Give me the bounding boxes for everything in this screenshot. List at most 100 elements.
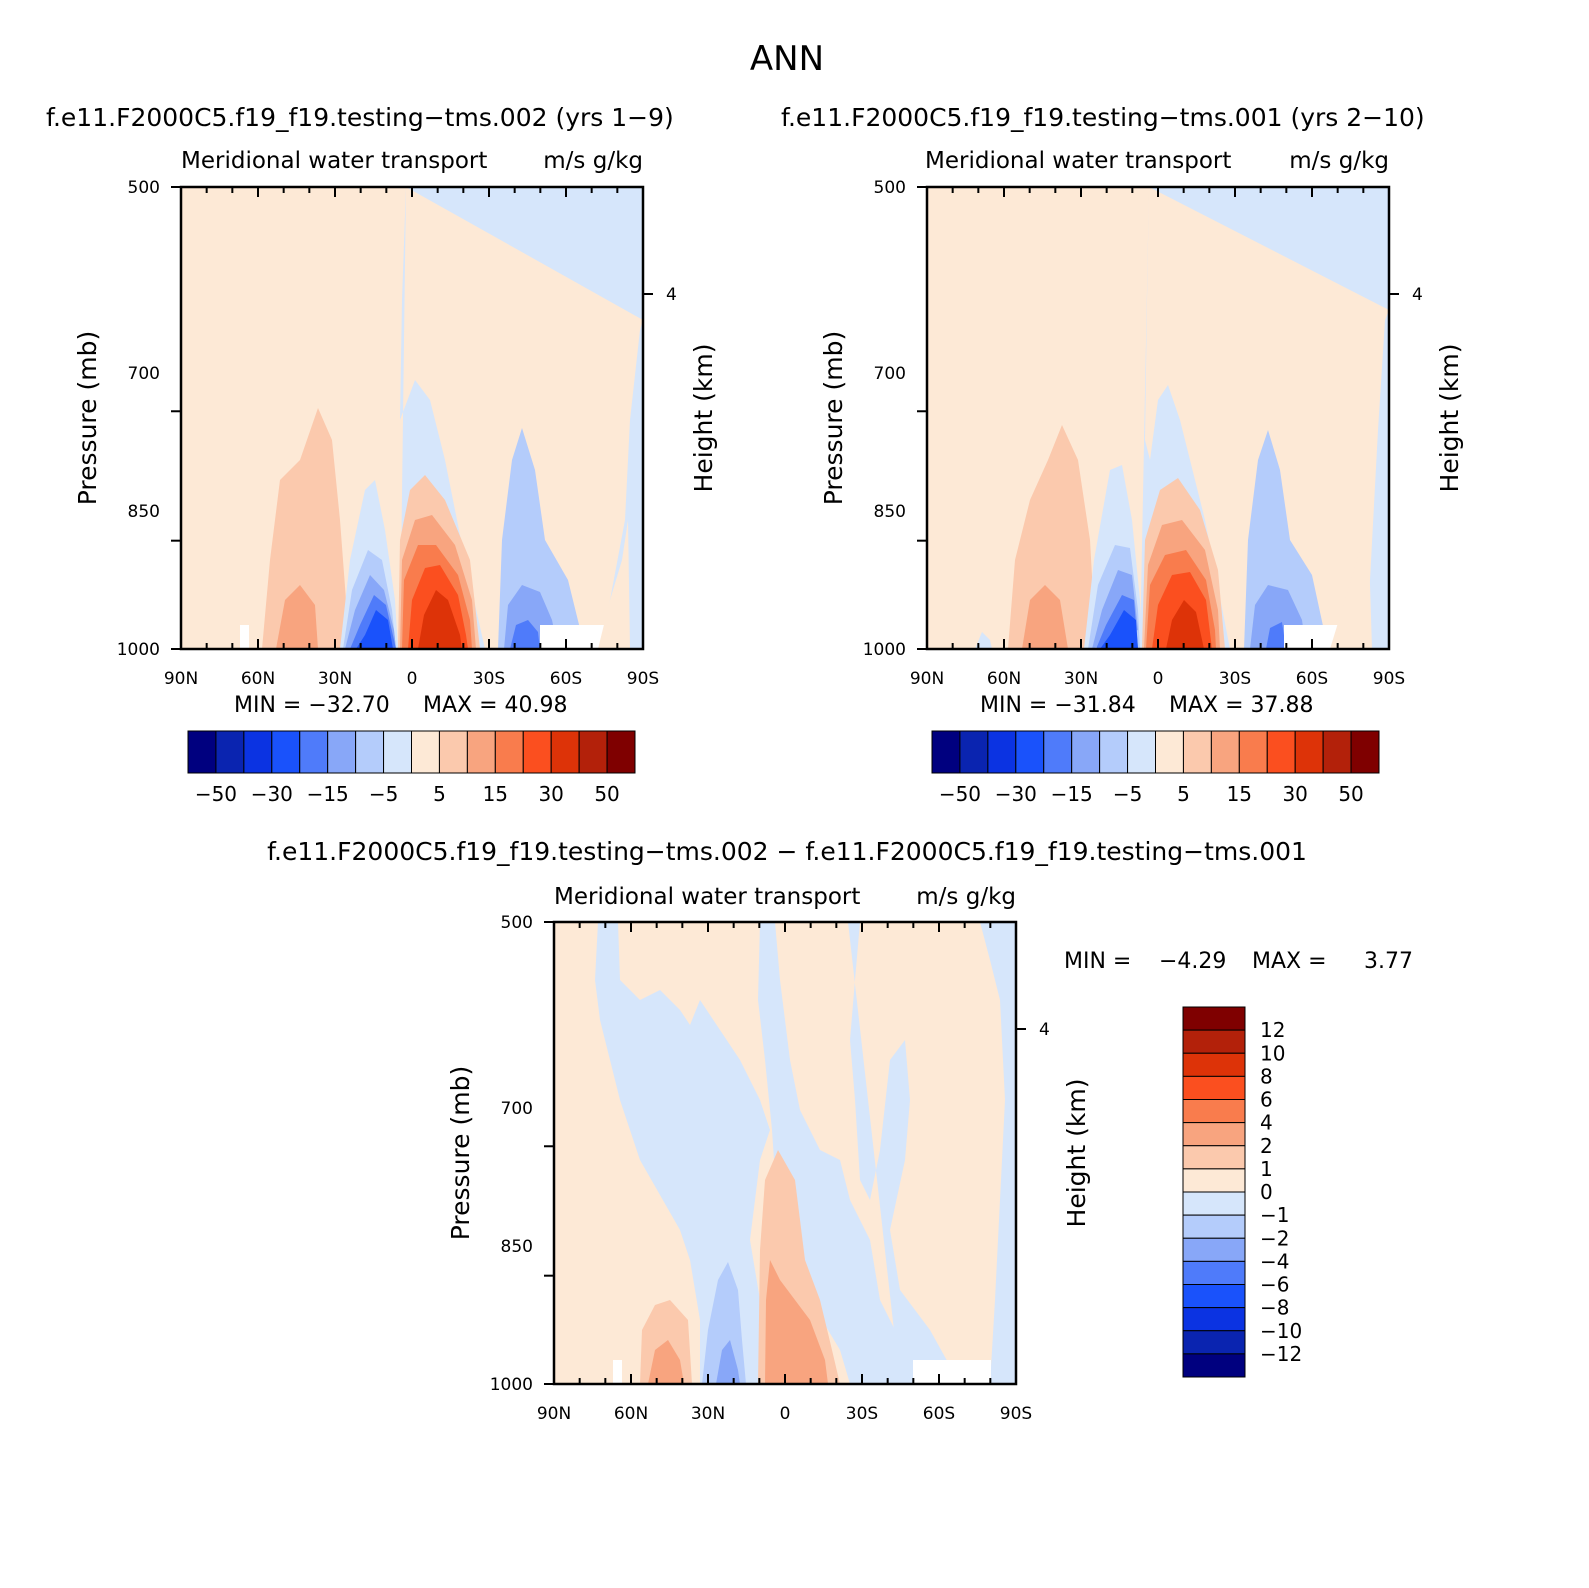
colorbar-label: −6 <box>1260 1273 1289 1297</box>
colorbar-swatch <box>1266 730 1296 774</box>
x-ticks <box>544 921 1026 1385</box>
contour-pos-3 <box>765 1260 828 1384</box>
colorbar-swatch <box>438 730 468 774</box>
colorbar-label: 8 <box>1260 1064 1273 1088</box>
contour-pos-tropics-5 <box>418 590 462 649</box>
x-tick-label: 30S <box>846 1404 878 1424</box>
colorbar-label: 6 <box>1260 1088 1273 1112</box>
x-tick-label: 30S <box>1219 669 1251 689</box>
missing-region <box>913 1360 991 1384</box>
colorbar-swatch <box>1350 730 1380 774</box>
colorbar-swatch <box>1071 730 1101 774</box>
colorbar-swatch <box>550 730 580 774</box>
x-tick-label: 30N <box>1064 669 1098 689</box>
colorbar-swatch <box>1182 1191 1246 1216</box>
panel-top-right: f.e11.F2000C5.f19_f19.testing−tms.001 (y… <box>781 103 1464 806</box>
missing-region <box>240 625 249 649</box>
colorbar-label: 30 <box>538 782 563 806</box>
y2-axis-label: Height (km) <box>1435 344 1464 493</box>
colorbar-swatch <box>578 730 608 774</box>
colorbar-label: −50 <box>195 782 237 806</box>
contour-neg-tropics-2 <box>716 1340 740 1384</box>
colorbar-swatch <box>1322 730 1352 774</box>
panel-difference: f.e11.F2000C5.f19_f19.testing−tms.002 − … <box>267 837 1413 1424</box>
colorbar-swatch <box>1210 730 1240 774</box>
x-tick-label: 90S <box>1373 669 1405 689</box>
colorbar-swatch <box>1099 730 1129 774</box>
colorbar-swatch <box>1182 1330 1246 1355</box>
x-tick-label: 90N <box>910 669 944 689</box>
colorbar-label: −1 <box>1260 1203 1289 1227</box>
x-tick-label: 30S <box>473 669 505 689</box>
colorbar-swatch <box>1182 1029 1246 1054</box>
x-tick-label: 60N <box>614 1404 648 1424</box>
colorbar-label: −30 <box>251 782 293 806</box>
colorbar-label: 12 <box>1260 1018 1285 1042</box>
variable-title: Meridional water transport <box>925 148 1231 174</box>
y-tick-label: 850 <box>501 1237 533 1257</box>
colorbar-swatch <box>1043 730 1073 774</box>
contour-neg-3 <box>848 922 960 1384</box>
contour-pos-4 <box>648 1340 684 1384</box>
contour-pos-polar-sh <box>598 520 630 649</box>
colorbar-swatch <box>1182 1006 1246 1031</box>
x-tick-label: 90S <box>627 669 659 689</box>
colorbar-label: 15 <box>1227 782 1252 806</box>
y2-tick-label: 4 <box>1039 1020 1050 1040</box>
contour-pos-nh-2 <box>1022 585 1068 649</box>
colorbar-swatch <box>1127 730 1156 774</box>
contour-neg-sh-3 <box>510 620 540 649</box>
y-tick-label: 700 <box>501 1099 533 1119</box>
colorbar-swatch <box>1182 1099 1246 1124</box>
max-label: MAX = 37.88 <box>1169 693 1314 718</box>
colorbar-label: −5 <box>1113 782 1142 806</box>
colorbar-label: 5 <box>1177 782 1190 806</box>
y-tick-label: 700 <box>128 364 160 384</box>
contour-field <box>554 922 1016 1384</box>
y2-axis-label: Height (km) <box>689 344 718 493</box>
y-axis-label: Pressure (mb) <box>446 1066 475 1240</box>
colorbar-label: 15 <box>483 782 508 806</box>
colorbar-swatch <box>987 730 1017 774</box>
colorbar-horizontal: −50 −30 −15 −5 5 15 30 50 <box>187 730 636 806</box>
colorbar-label: 4 <box>1260 1111 1273 1135</box>
case-title: f.e11.F2000C5.f19_f19.testing−tms.002 (y… <box>46 103 674 132</box>
colorbar-label: −5 <box>369 782 398 806</box>
colorbar-swatch <box>187 730 217 774</box>
colorbar-label: −8 <box>1260 1296 1289 1320</box>
figure-title: ANN <box>750 39 824 79</box>
colorbar-swatch <box>271 730 301 774</box>
y-tick-label: 850 <box>128 502 160 522</box>
min-value: −4.29 <box>1159 949 1226 974</box>
max-value: 3.77 <box>1364 949 1413 974</box>
x-tick-label: 0 <box>1153 669 1164 689</box>
colorbar-swatch <box>931 730 961 774</box>
colorbar-swatch <box>1182 1122 1246 1147</box>
colorbar-label: 1 <box>1260 1157 1273 1181</box>
colorbar-swatch <box>1182 730 1212 774</box>
colorbar-swatch <box>243 730 273 774</box>
colorbar-swatch <box>1182 1260 1246 1285</box>
colorbar-swatch <box>1182 1075 1246 1100</box>
colorbar-swatch <box>1182 1284 1246 1309</box>
units-title: m/s g/kg <box>543 148 643 174</box>
variable-title: Meridional water transport <box>181 148 487 174</box>
x-tick-label: 30N <box>691 1404 725 1424</box>
y-tick-label: 500 <box>874 178 906 198</box>
colorbar-label: −4 <box>1260 1249 1289 1273</box>
colorbar-label: −50 <box>939 782 981 806</box>
min-label: MIN = <box>1064 949 1131 974</box>
x-tick-label: 60S <box>1296 669 1328 689</box>
x-ticks <box>171 186 653 650</box>
max-label: MAX = <box>1252 949 1327 974</box>
colorbar-label: 5 <box>433 782 446 806</box>
contour-pos-tropics-5 <box>1166 600 1204 649</box>
colorbar-label: 50 <box>594 782 619 806</box>
y-tick-label: 1000 <box>117 640 160 660</box>
y-axis-label: Pressure (mb) <box>73 331 102 505</box>
colorbar-swatch <box>1182 1168 1246 1193</box>
colorbar-swatch <box>215 730 245 774</box>
contour-neg-tropics-5 <box>1100 610 1138 649</box>
y-tick-label: 850 <box>874 502 906 522</box>
colorbar-label: −30 <box>995 782 1037 806</box>
